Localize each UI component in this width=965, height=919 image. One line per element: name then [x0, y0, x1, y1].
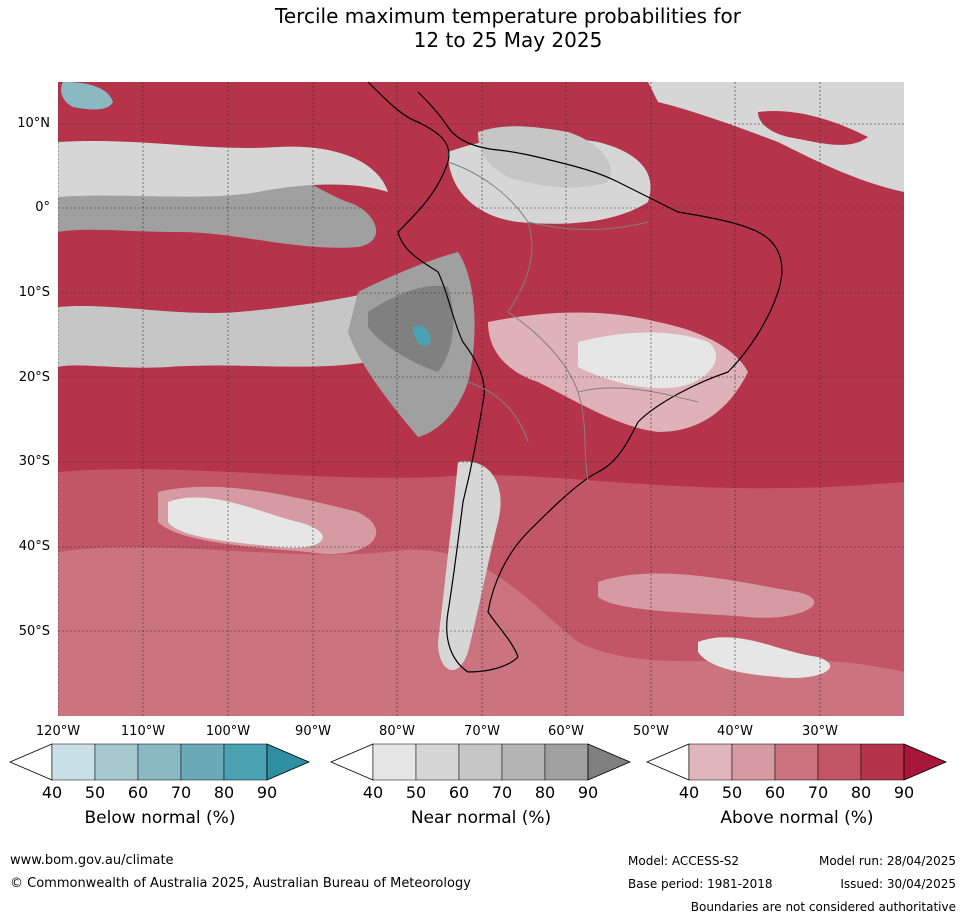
ne-atlantic-red: [758, 111, 868, 145]
legend-near-cell-1: [372, 743, 417, 781]
peru-dark-grey: [368, 285, 454, 372]
legend-above-tick-70: 70: [807, 783, 829, 802]
pacific-grey-band-2: [58, 282, 430, 368]
lat-label-20s: 20°S: [18, 370, 50, 385]
title-line-1: Tercile maximum temperature probabilitie…: [275, 4, 741, 28]
lon-label-40w: 40°W: [717, 724, 753, 739]
northern-sa-grey: [478, 126, 611, 188]
legend-below-tick-50: 50: [84, 783, 106, 802]
legend-above-low-extend: [645, 743, 690, 781]
southern-ocean-pale: [58, 547, 904, 716]
lat-label-0: 0°: [35, 200, 50, 215]
legend-near-tick-50: 50: [405, 783, 427, 802]
legend-below-cell-4: [180, 743, 225, 781]
footer-copyright: © Commonwealth of Australia 2025, Austra…: [10, 876, 471, 891]
legend-below-cell-5: [223, 743, 268, 781]
legend-above-cell-4: [817, 743, 862, 781]
lat-label-50s: 50°S: [18, 624, 50, 639]
land-white-area: [578, 332, 717, 389]
legend-title-below: Below normal (%): [84, 808, 236, 828]
legend-near-tick-60: 60: [448, 783, 470, 802]
lon-label-100w: 100°W: [205, 724, 251, 739]
pacific-grey-light: [58, 140, 388, 197]
legend-near-low-extend: [329, 743, 374, 781]
blue-patch-peru: [413, 325, 431, 347]
legend-below-tick-60: 60: [127, 783, 149, 802]
lon-label-50w: 50°W: [633, 724, 669, 739]
legend-above-cell-1: [688, 743, 733, 781]
lon-label-110w: 110°W: [120, 724, 166, 739]
lon-label-120w: 120°W: [35, 724, 81, 739]
legend-near-cell-3: [458, 743, 503, 781]
legend-near-tick-70: 70: [491, 783, 513, 802]
legend-near-cell-2: [415, 743, 460, 781]
footer-base-period: Base period: 1981-2018: [628, 877, 773, 891]
footer-model-run: Model run: 28/04/2025: [818, 854, 956, 868]
legend-above-cell-2: [731, 743, 776, 781]
legend-below-low-extend: [8, 743, 53, 781]
lon-label-90w: 90°W: [295, 724, 331, 739]
sw-white-patch: [168, 497, 323, 548]
legend-title-above: Above normal (%): [720, 808, 874, 828]
lat-label-30s: 30°S: [18, 454, 50, 469]
lon-label-30w: 30°W: [802, 724, 838, 739]
footer-disclaimer: Boundaries are not considered authoritat…: [690, 900, 956, 914]
legend-below-tick-90: 90: [256, 783, 278, 802]
legend-below-high-extend: [266, 743, 311, 781]
footer-issued: Issued: 30/04/2025: [840, 877, 956, 891]
probability-map: [58, 82, 904, 716]
legend-below-cell-3: [137, 743, 182, 781]
legend-below-cell-1: [51, 743, 96, 781]
legend-above-cell-5: [860, 743, 905, 781]
ne-atlantic-grey: [648, 82, 904, 192]
legend-above-tick-60: 60: [764, 783, 786, 802]
legend-above-cell-3: [774, 743, 819, 781]
legend-above-tick-40: 40: [678, 783, 700, 802]
legend-near-tick-40: 40: [362, 783, 384, 802]
lon-label-80w: 80°W: [379, 724, 415, 739]
country-borders: [447, 161, 699, 483]
legend-colorbars: [8, 743, 948, 781]
legend-above-tick-80: 80: [850, 783, 872, 802]
title-line-2: 12 to 25 May 2025: [413, 28, 603, 52]
legend-above-tick-90: 90: [893, 783, 915, 802]
lat-label-10n: 10°N: [17, 116, 50, 131]
legend-near-cell-5: [544, 743, 589, 781]
legend-below-tick-70: 70: [170, 783, 192, 802]
lat-label-40s: 40°S: [18, 539, 50, 554]
coastline: [367, 82, 783, 673]
blue-patch-nw: [61, 82, 113, 110]
south-white-patch-2: [698, 637, 831, 678]
lon-label-70w: 70°W: [464, 724, 500, 739]
patagonia-pale: [438, 461, 501, 671]
legend-above-tick-50: 50: [721, 783, 743, 802]
south-light-patch: [598, 573, 815, 618]
legend-title-near: Near normal (%): [410, 808, 552, 828]
legend-near-tick-90: 90: [577, 783, 599, 802]
lon-label-60w: 60°W: [548, 724, 584, 739]
legend-below-tick-80: 80: [213, 783, 235, 802]
footer-model: Model: ACCESS-S2: [628, 854, 740, 868]
legend-below-tick-40: 40: [41, 783, 63, 802]
legend-near-high-extend: [587, 743, 632, 781]
legend-below-cell-2: [94, 743, 139, 781]
legend-near-cell-4: [501, 743, 546, 781]
gridlines: [58, 82, 904, 716]
lat-label-10s: 10°S: [18, 285, 50, 300]
legend-near-tick-80: 80: [534, 783, 556, 802]
legend-above-high-extend: [903, 743, 948, 781]
chart-title: Tercile maximum temperature probabilitie…: [0, 4, 965, 52]
footer-website: www.bom.gov.au/climate: [10, 853, 174, 868]
